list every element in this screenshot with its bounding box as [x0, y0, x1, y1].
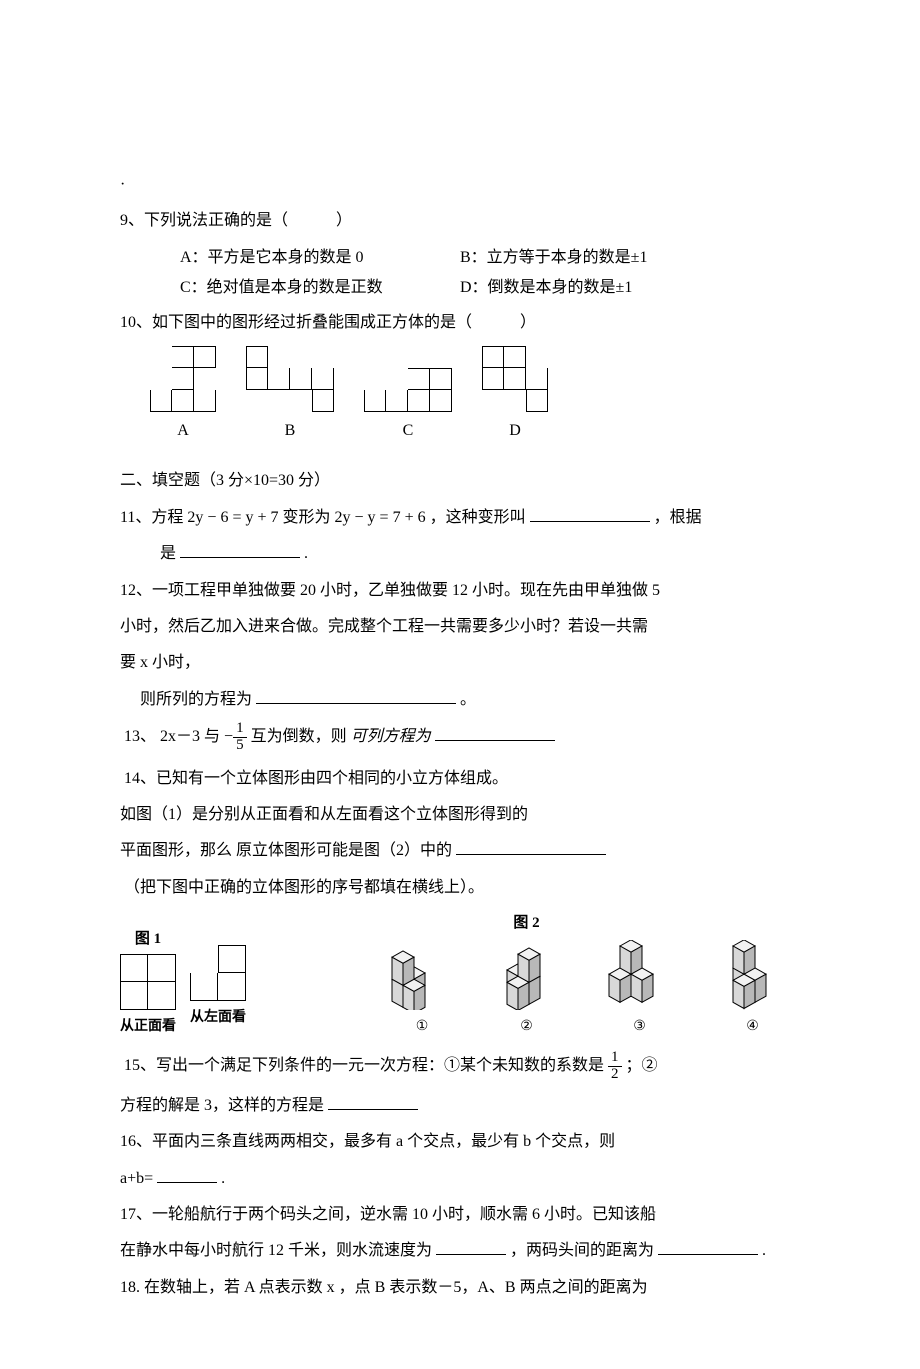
q15-frac-den: 2: [608, 1067, 622, 1083]
net-c: C: [364, 368, 452, 446]
q9-opt-d: D：倒数是本身的数是±1: [460, 273, 632, 303]
net-d-label: D: [509, 416, 521, 446]
q16-l2b: .: [221, 1170, 225, 1187]
q12-l4b: 。: [460, 691, 476, 708]
q17-blank1: [436, 1237, 506, 1256]
q14-figures: 图 1 从正面看 从左面看 ① 图 2 ②: [120, 909, 800, 1040]
fig1-front-label: 从正面看: [120, 1014, 176, 1041]
fig2-title: 图 2: [513, 909, 539, 938]
q13-neg: −: [224, 728, 233, 745]
q13-mid1: 与: [204, 728, 224, 745]
q11-eq2: 2y − y = 7 + 6: [335, 509, 426, 526]
q16-l1: 16、平面内三条直线两两相交，最多有 a 个交点，最少有 b 个交点，则: [120, 1127, 800, 1157]
net-a: A: [150, 346, 216, 446]
q11-line2: 是 .: [120, 539, 800, 569]
net-a-label: A: [177, 416, 189, 446]
q12-l2: 小时，然后乙加入进来合做。完成整个工程一共需要多少小时？若设一共需: [120, 612, 800, 642]
q12-l4a: 则所列的方程为: [140, 691, 252, 708]
q15-l2a: 方程的解是 3，这样的方程是: [120, 1097, 324, 1114]
q14-l4-text: （把下图中正确的立体图形的序号都填在横线上）。: [124, 879, 484, 896]
q16-l2a: a+b=: [120, 1170, 153, 1187]
q14-l1: 14、已知有一个立体图形由四个相同的小立方体组成。: [120, 764, 800, 794]
q11-l2b: .: [304, 545, 308, 562]
fig1-left: 从左面看: [190, 925, 246, 1032]
q16-blank: [157, 1164, 217, 1183]
q15-blank: [328, 1091, 418, 1110]
q15-l2: 方程的解是 3，这样的方程是: [120, 1091, 800, 1121]
q11: 11、方程 2y − 6 = y + 7 变形为 2y − y = 7 + 6 …: [120, 503, 800, 533]
iso-2-label: ②: [520, 1014, 533, 1041]
q13-expr: 2x－3: [160, 728, 200, 745]
q9-opt-c: C：绝对值是本身的数是正数: [180, 273, 460, 303]
q15-frac-num: 1: [608, 1050, 622, 1067]
iso-1: ①: [383, 940, 461, 1041]
iso-4-label: ④: [746, 1014, 759, 1041]
q11-pre: 11、方程: [120, 509, 183, 526]
q11-eq1: 2y − 6 = y + 7: [187, 509, 278, 526]
q15: 15、写出一个满足下列条件的一元一次方程：①某个未知数的系数是 12 ；②: [120, 1050, 800, 1083]
iso-1-label: ①: [416, 1014, 429, 1041]
q17-l2a: 在静水中每小时航行 12 千米，则水流速度为: [120, 1242, 432, 1259]
fig1-left-label: 从左面看: [190, 1005, 246, 1032]
q11-blank2: [180, 540, 300, 559]
q10-nets: A B C D: [120, 346, 800, 446]
q15-after: ；②: [626, 1057, 658, 1074]
q14-l3: 平面图形，那么 原立体图形可能是图（2）中的: [120, 836, 800, 866]
iso-svg-1: [383, 940, 461, 1010]
q14-l3a: 平面图形，那么 原立体图形可能是图（2）中的: [120, 842, 452, 859]
q11-l2a: 是: [160, 545, 176, 562]
net-c-label: C: [403, 416, 414, 446]
fig1-title: 图 1: [135, 925, 161, 954]
q13-frac-num: 1: [233, 721, 247, 738]
net-b: B: [246, 346, 334, 446]
q10-stem: 10、如下图中的图形经过折叠能围成正方体的是（ ）: [120, 308, 800, 338]
fig1-front: 图 1 从正面看: [120, 925, 176, 1040]
q18: 18. 在数轴上，若 A 点表示数 x ，点 B 表示数－5，A、B 两点之间的…: [120, 1273, 800, 1303]
q17-blank2: [658, 1237, 758, 1256]
q13-pre: 13、: [124, 728, 156, 745]
iso-4: ④: [705, 940, 800, 1041]
iso-svg-4: [705, 940, 800, 1010]
q9-stem: 9、下列说法正确的是（ ）: [120, 206, 800, 236]
q12-l1: 12、一项工程甲单独做要 20 小时，乙单独做要 12 小时。现在先由甲单独做 …: [120, 576, 800, 606]
q11-mid2: ，这种变形叫: [430, 509, 526, 526]
q17-l1: 17、一轮船航行于两个码头之间，逆水需 10 小时，顺水需 6 小时。已知该船: [120, 1200, 800, 1230]
iso-2: 图 2 ②: [479, 909, 574, 1040]
iso-3-label: ③: [633, 1014, 646, 1041]
q13-frac-den: 5: [233, 738, 247, 754]
q14-blank: [456, 837, 606, 856]
q15-frac: 12: [608, 1050, 622, 1083]
q12-blank: [256, 685, 456, 704]
q15-pre: 15、写出一个满足下列条件的一元一次方程：①某个未知数的系数是: [124, 1057, 604, 1074]
q9-opt-b: B：立方等于本身的数是±1: [460, 243, 647, 273]
q14-l2: 如图（1）是分别从正面看和从左面看这个立体图形得到的: [120, 800, 800, 830]
iso-svg-3: [592, 940, 687, 1010]
q13-italic: 可列方程为: [351, 728, 431, 745]
net-b-label: B: [285, 416, 296, 446]
q11-blank1: [530, 503, 650, 522]
q12-l4: 则所列的方程为 。: [120, 685, 800, 715]
q11-after: ，根据: [654, 509, 702, 526]
section-2-title: 二、填空题（3 分×10=30 分）: [120, 466, 800, 496]
q17-l2b: ，两码头间的距离为: [510, 1242, 654, 1259]
q13: 13、 2x－3 与 −15 互为倒数，则 可列方程为: [120, 721, 800, 754]
iso-3: ③: [592, 940, 687, 1041]
q16-l2: a+b= .: [120, 1164, 800, 1194]
q11-mid1: 变形为: [283, 509, 331, 526]
q14-l4: （把下图中正确的立体图形的序号都填在横线上）。: [120, 873, 800, 903]
q17-l2c: .: [762, 1242, 766, 1259]
q9-options: A：平方是它本身的数是 0 B：立方等于本身的数是±1 C：绝对值是本身的数是正…: [120, 243, 800, 304]
q9-opt-a: A：平方是它本身的数是 0: [180, 243, 460, 273]
q13-blank: [435, 722, 555, 741]
iso-svg-2: [479, 940, 574, 1010]
q13-frac: 15: [233, 721, 247, 754]
q14-l1-text: 14、已知有一个立体图形由四个相同的小立方体组成。: [124, 770, 508, 787]
q12-l3: 要 x 小时，: [120, 648, 800, 678]
q17-l2: 在静水中每小时航行 12 千米，则水流速度为 ，两码头间的距离为 .: [120, 1236, 800, 1266]
q13-mid2: 互为倒数，则: [251, 728, 347, 745]
leading-dot: ·: [120, 170, 800, 200]
net-d: D: [482, 346, 548, 446]
